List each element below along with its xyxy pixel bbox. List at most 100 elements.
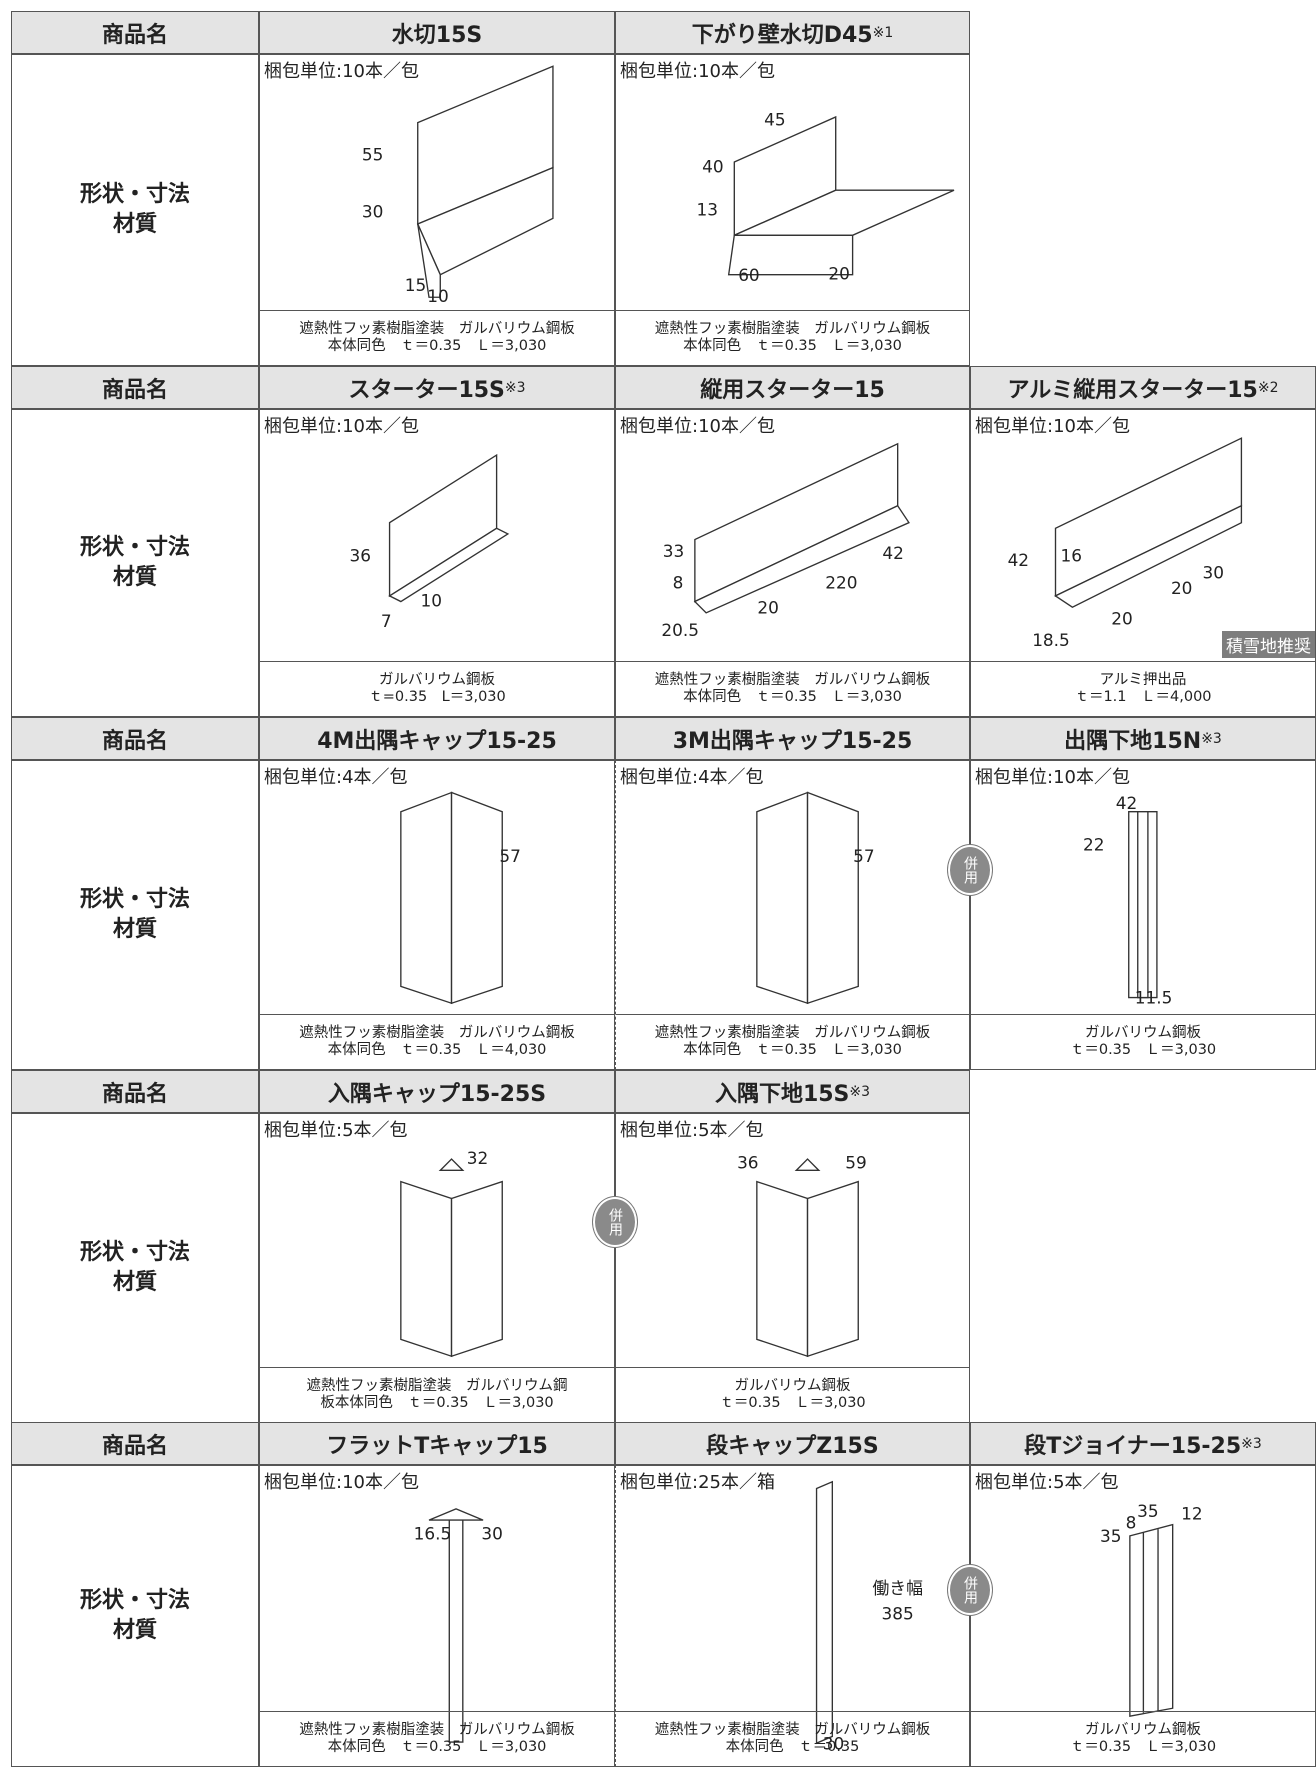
dimension: 20 <box>1171 578 1193 598</box>
dimension: 30 <box>823 1733 845 1753</box>
product-name: 出隅下地15N ※3 <box>970 717 1316 760</box>
drawing: 32 <box>400 1148 503 1358</box>
dimension: 60 <box>738 265 760 285</box>
dimension: 13 <box>697 199 719 219</box>
dimension: 42 <box>1008 550 1030 570</box>
combined-badge: 併用 <box>593 1197 637 1247</box>
outline <box>693 504 910 614</box>
material: ガルバリウム鋼板 ｔ=0.35 L＝3,030 <box>260 661 614 716</box>
dimension: 15 <box>405 275 427 295</box>
dimension: 8 <box>673 573 684 593</box>
dimension: 18.5 <box>1032 630 1070 650</box>
dimension: 35 <box>1137 1501 1159 1521</box>
product-cell: 42 16 30 20 20 18.5 梱包単位:10本／包 積雪地推奨 アルミ押出品 ｔ＝1.1… <box>970 409 1316 717</box>
body-label: 形状・寸法 材質 <box>11 1465 259 1767</box>
drawing: 42 16 30 20 20 18.5 <box>1008 437 1243 650</box>
dimension: 20 <box>757 597 779 617</box>
body-label-line: 形状・寸法 <box>79 182 190 208</box>
outline <box>438 1158 465 1172</box>
dimension: 10 <box>427 286 448 306</box>
dimension: 22 <box>1083 835 1105 855</box>
material-line: ガルバリウム鋼板 <box>1085 1025 1201 1042</box>
product-note: ※3 <box>1241 1435 1262 1452</box>
packaging: 梱包単位:10本／包 <box>264 416 419 437</box>
drawing-group: 36 10 7 <box>350 453 510 631</box>
material: 遮熱性フッ素樹脂塗装 ガルバリウム鋼板本体同色 ｔ＝0.35 Ｌ＝3,030 <box>616 661 969 716</box>
outline <box>388 527 510 603</box>
material-line: 遮熱性フッ素樹脂塗装 ガルバリウム鋼板 <box>654 1025 931 1042</box>
product-cell: 45 40 13 60 20 梱包単位:10本／包 遮熱性フッ素樹脂塗装 ガルバリウム鋼板本… <box>615 54 970 366</box>
outline <box>806 791 859 1005</box>
dimension: 16.5 <box>414 1524 452 1544</box>
outline <box>1129 1523 1174 1717</box>
product-cell: 35 8 35 12 梱包単位:5本／包 ガルバリウム鋼板 ｔ＝0.35 Ｌ＝3,030 <box>970 1465 1316 1767</box>
drawing-group: 57 <box>400 791 521 1005</box>
outline <box>450 791 503 1005</box>
material-line: ｔ＝0.35 Ｌ＝3,030 <box>1069 1042 1217 1058</box>
material-line: 遮熱性フッ素樹脂塗装 ガルバリウム鋼 <box>306 1378 568 1395</box>
dimension: 59 <box>845 1153 867 1173</box>
product-name-text: 出隅下地15N <box>1064 728 1202 754</box>
material-line: 本体同色 ｔ＝0.35 Ｌ＝3,030 <box>683 689 902 705</box>
material-line: ｔ＝0.35 Ｌ＝3,030 <box>719 1395 866 1411</box>
dimension: 16 <box>1061 545 1083 565</box>
material-line: 本体同色 ｔ＝0.35 Ｌ＝3,030 <box>683 1042 902 1058</box>
drawing-group: 45 40 13 60 20 <box>697 109 955 285</box>
product-name-text: 水切15S <box>391 22 483 48</box>
dimension: 働き幅 <box>872 1578 923 1598</box>
dimension: 57 <box>499 846 520 866</box>
dimension: 42 <box>1116 793 1138 813</box>
product-cell: 42 22 11.5 梱包単位:10本／包 ガルバリウム鋼板 ｔ＝0.35 Ｌ＝3,030 <box>970 760 1316 1070</box>
product-name: 入隅キャップ15-25S <box>259 1070 615 1113</box>
product-note: ※2 <box>1257 379 1279 396</box>
outline <box>756 1180 809 1358</box>
body-label: 形状・寸法 材質 <box>11 1113 259 1423</box>
packaging: 梱包単位:5本／包 <box>620 1120 764 1141</box>
material-line: 本体同色 ｔ＝0.35 <box>725 1739 860 1755</box>
outline <box>428 1508 484 1521</box>
material-line: ガルバリウム鋼板 <box>379 672 495 689</box>
drawing: 45 40 13 60 20 <box>697 109 955 285</box>
drawing-group: 32 <box>400 1148 503 1358</box>
dimension: 12 <box>1181 1503 1203 1523</box>
product-name-text: アルミ縦用スターター15 <box>1007 377 1258 403</box>
dimension: 40 <box>702 157 724 177</box>
outline <box>756 791 809 1005</box>
material-line: 遮熱性フッ素樹脂塗装 ガルバリウム鋼板 <box>654 672 931 689</box>
product-cell: 16.5 30 梱包単位:10本／包 遮熱性フッ素樹脂塗装 ガルバリウム鋼板 本体同色 … <box>259 1465 615 1767</box>
product-note: ※1 <box>872 24 894 41</box>
material: 遮熱性フッ素樹脂塗装 ガルバリウム鋼板 本体同色 ｔ＝0.35 Ｌ＝4,030 <box>260 1014 614 1069</box>
body-label-line: 材質 <box>112 565 157 590</box>
material-line: 本体同色 ｔ＝0.35 Ｌ＝3,030 <box>327 338 547 354</box>
dimension: 32 <box>467 1148 489 1168</box>
dimension: 10 <box>421 591 443 611</box>
outline <box>815 1480 834 1745</box>
material: ガルバリウム鋼板 ｔ＝0.35 Ｌ＝3,030 <box>971 1711 1315 1766</box>
material-line: 遮熱性フッ素樹脂塗装 ガルバリウム鋼板 <box>654 321 931 338</box>
product-name: スターター15S ※3 <box>259 366 615 409</box>
drawing-group: 16.5 30 <box>414 1508 503 1743</box>
material: アルミ押出品 ｔ＝1.1 Ｌ＝4,000 <box>971 661 1315 716</box>
outline <box>794 1158 821 1172</box>
dimension: 55 <box>362 144 384 164</box>
body-label: 形状・寸法 材質 <box>11 409 259 717</box>
drawing: 57 <box>756 791 875 1005</box>
packaging: 梱包単位:4本／包 <box>620 767 764 788</box>
body-label-line: 材質 <box>112 1618 157 1643</box>
dimension: 30 <box>362 202 384 222</box>
product-cell: 57 梱包単位:4本／包 遮熱性フッ素樹脂塗装 ガルバリウム鋼板 本体同色 ｔ＝0.3… <box>259 760 615 1070</box>
dimension: 11.5 <box>1135 988 1173 1008</box>
drawing: 36 59 <box>737 1153 867 1358</box>
material-line: 板本体同色 ｔ＝0.35 Ｌ＝3,030 <box>320 1395 554 1411</box>
drawing: 16.5 30 <box>414 1508 503 1743</box>
product-name: 3M出隅キャップ15-25 <box>615 717 970 760</box>
dimension: 20 <box>828 264 850 284</box>
product-name: 入隅下地15S ※3 <box>615 1070 970 1113</box>
product-name-text: 下がり壁水切D45 <box>691 22 873 48</box>
packaging: 梱包単位:10本／包 <box>975 416 1130 437</box>
drawing-group: 57 <box>756 791 875 1005</box>
outline <box>806 1180 859 1358</box>
material-line: 本体同色 ｔ＝0.35 Ｌ＝4,030 <box>327 1042 547 1058</box>
